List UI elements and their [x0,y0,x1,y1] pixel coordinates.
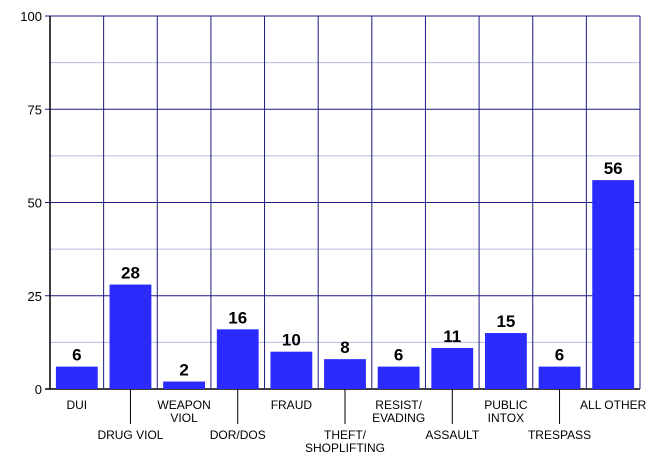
bar [431,347,474,389]
x-tick-label: PUBLIC [484,398,528,412]
x-tick-label: EVADING [372,411,425,425]
bar [324,359,366,389]
bar [163,381,206,389]
x-tick-label: SHOPLIFTING [305,441,385,455]
x-tick-label: THEFT/ [324,428,367,442]
data-label: 6 [555,346,564,365]
bars-group [55,180,635,389]
data-label: 6 [394,346,403,365]
bar [216,329,259,389]
data-labels-group: 6 28 2 16 10 8 6 11 15 6 56 [72,159,623,379]
x-tick-label: FRAUD [271,398,313,412]
bar [270,351,313,389]
x-tick-label: RESIST/ [375,398,422,412]
bar [538,366,581,389]
y-tick-label: 75 [28,102,42,117]
bar [377,366,420,389]
data-label: 2 [179,361,188,380]
data-label: 8 [340,338,349,357]
x-tick-label: INTOX [488,411,524,425]
x-tick-label: DOR/DOS [210,428,266,442]
x-tick-label: ASSAULT [425,428,479,442]
data-label: 6 [72,346,81,365]
y-axis-ticks: 0 25 50 75 100 [20,9,42,397]
y-tick-label: 50 [28,196,42,211]
bar [109,284,152,389]
x-tick-label: TRESPASS [528,428,591,442]
bar [484,333,527,389]
data-label: 11 [443,327,461,346]
y-tick-label: 0 [35,382,42,397]
x-tick-label: WEAPON [157,398,210,412]
y-tick-label: 25 [28,289,42,304]
y-tick-label: 100 [20,9,42,24]
x-tick-label: DUI [66,398,87,412]
x-tick-label: VIOL [170,411,198,425]
data-label: 10 [282,331,301,350]
x-tick-label: ALL OTHER [580,398,646,412]
bar [55,366,98,389]
data-label: 16 [228,308,247,327]
data-label: 28 [121,264,140,283]
data-label: 56 [604,159,623,178]
bar [592,180,635,389]
data-label: 15 [496,312,515,331]
x-tick-label: DRUG VIOL [97,428,163,442]
